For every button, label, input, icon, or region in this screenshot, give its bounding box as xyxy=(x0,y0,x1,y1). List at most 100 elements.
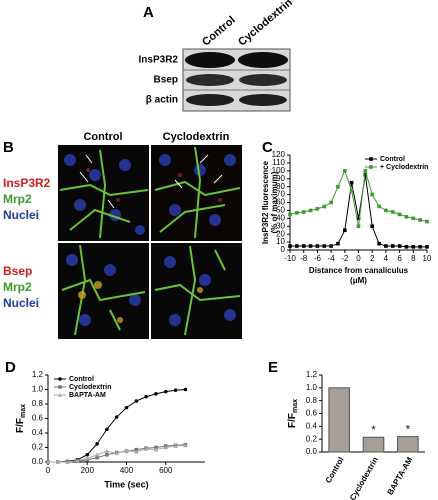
data-point xyxy=(95,455,99,460)
data-point xyxy=(397,212,402,217)
x-tick-label: -2 xyxy=(341,254,349,263)
column-header: Control xyxy=(200,14,238,48)
y-tick-label: 1.2 xyxy=(32,370,44,379)
data-point xyxy=(336,184,340,189)
data-point xyxy=(288,212,292,217)
y-tick-label: 0.6 xyxy=(32,414,44,423)
legend-label: + Cyclodextrin xyxy=(380,164,428,171)
data-point xyxy=(183,443,188,448)
data-point xyxy=(411,245,416,249)
x-tick-label: Control xyxy=(324,456,346,485)
y-tick-label: 1.0 xyxy=(32,385,44,394)
data-point xyxy=(134,399,139,403)
y-tick-label: 110 xyxy=(272,158,285,167)
data-point xyxy=(390,210,395,214)
data-point xyxy=(85,452,90,457)
data-point xyxy=(322,204,327,209)
y-tick-label: 0.0 xyxy=(306,447,318,456)
data-point xyxy=(95,442,99,446)
data-point xyxy=(377,204,381,209)
data-point xyxy=(114,415,119,419)
y-tick-label: 0.0 xyxy=(32,457,44,466)
data-point xyxy=(390,244,395,248)
y-axis-label-sub: max xyxy=(20,404,27,418)
y-tick-label: 0.8 xyxy=(32,399,44,408)
y-tick-label: 30 xyxy=(276,221,285,230)
western-blot xyxy=(182,48,291,112)
data-point xyxy=(411,216,416,221)
bar xyxy=(362,436,385,453)
column-header: Control xyxy=(83,131,122,143)
y-tick-label: 20 xyxy=(276,229,285,238)
significance: * xyxy=(406,424,411,436)
y-tick-label: 80 xyxy=(276,182,285,191)
data-point xyxy=(105,452,109,457)
x-tick-label: -8 xyxy=(300,254,308,263)
y-tick-label: 90 xyxy=(276,174,285,183)
data-point xyxy=(370,224,374,229)
data-point xyxy=(173,388,178,393)
data-point xyxy=(377,241,381,246)
x-tick-label: 400 xyxy=(120,466,134,475)
x-tick-label: 2 xyxy=(370,254,375,263)
x-tick-label: -4 xyxy=(328,254,336,263)
legend-marker xyxy=(369,157,373,161)
y-tick-label: 0.6 xyxy=(306,409,318,418)
legend-label: BAPTA-AM xyxy=(69,392,106,399)
y-axis-label: InsP3R2 fluorescence xyxy=(261,160,270,244)
significance: * xyxy=(371,424,376,436)
row-label: β actin xyxy=(146,95,178,106)
data-point xyxy=(55,459,61,464)
data-point xyxy=(173,443,178,448)
y-axis-label-sub: max xyxy=(292,399,299,413)
data-point xyxy=(336,241,340,246)
data-point xyxy=(349,180,354,185)
y-tick-label: 1.2 xyxy=(306,370,318,379)
panel-letter: D xyxy=(5,359,16,376)
y-axis-label: F/Fmax xyxy=(15,404,27,433)
data-point xyxy=(65,459,70,464)
data-point xyxy=(363,169,368,173)
stain-label: Mrp2 xyxy=(3,192,32,206)
data-point xyxy=(308,208,313,213)
data-point xyxy=(329,200,333,205)
data-point xyxy=(143,446,149,451)
x-tick-label: Cyclodextrin xyxy=(348,455,380,500)
data-point xyxy=(418,218,422,222)
y-tick-label: 0.4 xyxy=(32,428,44,437)
data-point xyxy=(418,245,422,249)
y-tick-label: 50 xyxy=(276,206,285,215)
data-point xyxy=(425,245,429,249)
row-label: InsP3R2 xyxy=(139,55,179,66)
data-point xyxy=(75,458,80,463)
data-point xyxy=(370,192,374,197)
x-tick-label: -6 xyxy=(314,254,322,263)
data-point xyxy=(104,448,110,453)
stain-label: Bsep xyxy=(3,264,32,278)
data-point xyxy=(384,244,388,248)
legend-label: Control xyxy=(69,376,94,383)
y-tick-label: 100 xyxy=(272,166,286,175)
legend-label: Control xyxy=(380,156,405,163)
data-point xyxy=(301,244,306,248)
data-point xyxy=(154,392,158,396)
data-point xyxy=(404,214,409,219)
x-axis-label: (μM) xyxy=(350,276,367,285)
data-point xyxy=(425,219,429,224)
bar xyxy=(328,387,350,453)
panel-letter: A xyxy=(143,4,154,21)
data-point xyxy=(315,244,320,248)
panel-letter: E xyxy=(268,359,278,376)
data-point xyxy=(315,207,320,211)
data-point xyxy=(295,210,299,215)
data-point xyxy=(45,459,51,464)
data-point xyxy=(295,244,299,248)
y-axis-label-main: F/F xyxy=(287,413,298,428)
x-tick-label: 10 xyxy=(423,254,432,263)
legend-marker xyxy=(57,392,63,397)
data-point xyxy=(343,228,347,233)
y-tick-label: 0.2 xyxy=(32,443,44,452)
data-point xyxy=(105,427,109,432)
column-header: Cyclodextrin xyxy=(236,0,295,49)
